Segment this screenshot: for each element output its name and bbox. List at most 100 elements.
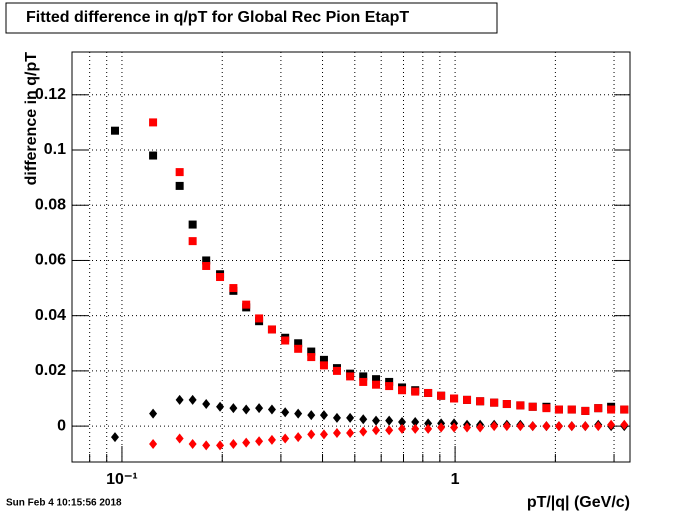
diamond-marker: [372, 425, 381, 436]
square-marker: [202, 256, 211, 265]
diamond-marker: [502, 421, 511, 432]
square-marker: [542, 404, 551, 413]
diamond-marker: [202, 440, 211, 451]
square-marker: [567, 405, 576, 414]
diamond-marker: [398, 416, 407, 427]
square-marker: [175, 168, 184, 177]
diamond-marker: [294, 432, 303, 443]
y-tick-label: 0.08: [35, 196, 66, 213]
square-marker: [359, 377, 368, 386]
diamond-marker: [267, 404, 276, 415]
diamond-marker: [385, 415, 394, 426]
square-marker: [372, 380, 381, 389]
diamond-marker: [411, 423, 420, 434]
square-marker: [490, 398, 499, 407]
diamond-marker: [281, 407, 290, 418]
square-marker: [385, 377, 394, 386]
diamond-marker: [567, 421, 576, 432]
diamond-marker: [149, 408, 158, 419]
diamond-marker: [319, 429, 328, 440]
diamond-marker: [607, 419, 616, 430]
square-marker: [229, 284, 238, 293]
square-marker: [411, 387, 420, 396]
square-marker: [607, 405, 616, 414]
square-marker: [202, 261, 211, 270]
timestamp: Sun Feb 4 10:15:56 2018: [6, 498, 122, 509]
diamond-marker: [463, 422, 472, 433]
chart-title: Fitted difference in q/pT for Global Rec…: [26, 9, 409, 26]
square-marker: [110, 126, 119, 135]
diamond-marker: [188, 439, 197, 450]
diamond-marker: [332, 412, 341, 423]
square-marker: [242, 300, 251, 309]
diamond-marker: [294, 408, 303, 419]
square-marker: [307, 353, 316, 362]
diamond-marker: [281, 433, 290, 444]
diamond-marker: [516, 421, 525, 432]
diamond-marker: [319, 410, 328, 421]
square-marker: [281, 336, 290, 345]
diamond-marker: [359, 426, 368, 437]
square-marker: [581, 406, 590, 415]
diamond-marker: [398, 423, 407, 434]
square-marker: [385, 382, 394, 391]
diamond-marker: [202, 399, 211, 410]
diamond-marker: [385, 425, 394, 436]
diamond-marker: [594, 421, 603, 432]
diamond-marker: [229, 439, 238, 450]
diamond-marker: [359, 414, 368, 425]
diamond-marker: [437, 422, 446, 433]
square-marker: [332, 366, 341, 375]
square-marker: [307, 347, 316, 356]
diamond-marker: [332, 428, 341, 439]
square-marker: [216, 273, 225, 282]
square-marker: [294, 339, 303, 348]
diamond-marker: [450, 422, 459, 433]
square-marker: [516, 401, 525, 410]
square-marker: [554, 405, 563, 414]
square-marker: [502, 400, 511, 409]
square-marker: [188, 220, 197, 229]
square-marker: [594, 404, 603, 413]
diamond-marker: [242, 404, 251, 415]
diamond-marker: [307, 429, 316, 440]
square-marker: [319, 361, 328, 370]
y-tick-label: 0.06: [35, 252, 66, 269]
diamond-marker: [255, 403, 264, 414]
diamond-marker: [175, 394, 184, 405]
diamond-marker: [175, 433, 184, 444]
diamond-marker: [372, 415, 381, 426]
square-marker: [476, 397, 485, 406]
y-tick-label: 0.02: [35, 362, 66, 379]
square-marker: [437, 391, 446, 400]
diamond-marker: [267, 434, 276, 445]
diamond-marker: [255, 436, 264, 447]
x-tick-label: 1: [451, 471, 460, 488]
diamond-marker: [346, 412, 355, 423]
square-marker: [319, 355, 328, 364]
plot-frame: [71, 51, 631, 463]
diamond-marker: [490, 421, 499, 432]
diamond-marker: [424, 418, 433, 429]
square-marker: [620, 405, 629, 414]
diamond-marker: [110, 432, 119, 443]
title-box: [5, 2, 498, 34]
y-tick-label: 0.04: [35, 307, 66, 324]
diamond-marker: [542, 421, 551, 432]
diamond-marker: [242, 437, 251, 448]
square-marker: [149, 151, 158, 160]
diamond-marker: [307, 410, 316, 421]
square-marker: [359, 372, 368, 381]
diamond-marker: [229, 403, 238, 414]
diamond-marker: [581, 421, 590, 432]
square-marker: [463, 395, 472, 404]
x-axis-label: pT/|q| (GeV/c): [527, 494, 630, 511]
diamond-marker: [411, 416, 420, 427]
square-marker: [450, 394, 459, 403]
square-marker: [255, 314, 264, 323]
diamond-marker: [149, 439, 158, 450]
diamond-marker: [528, 421, 537, 432]
y-tick-label: 0.12: [35, 86, 66, 103]
square-marker: [267, 325, 276, 334]
